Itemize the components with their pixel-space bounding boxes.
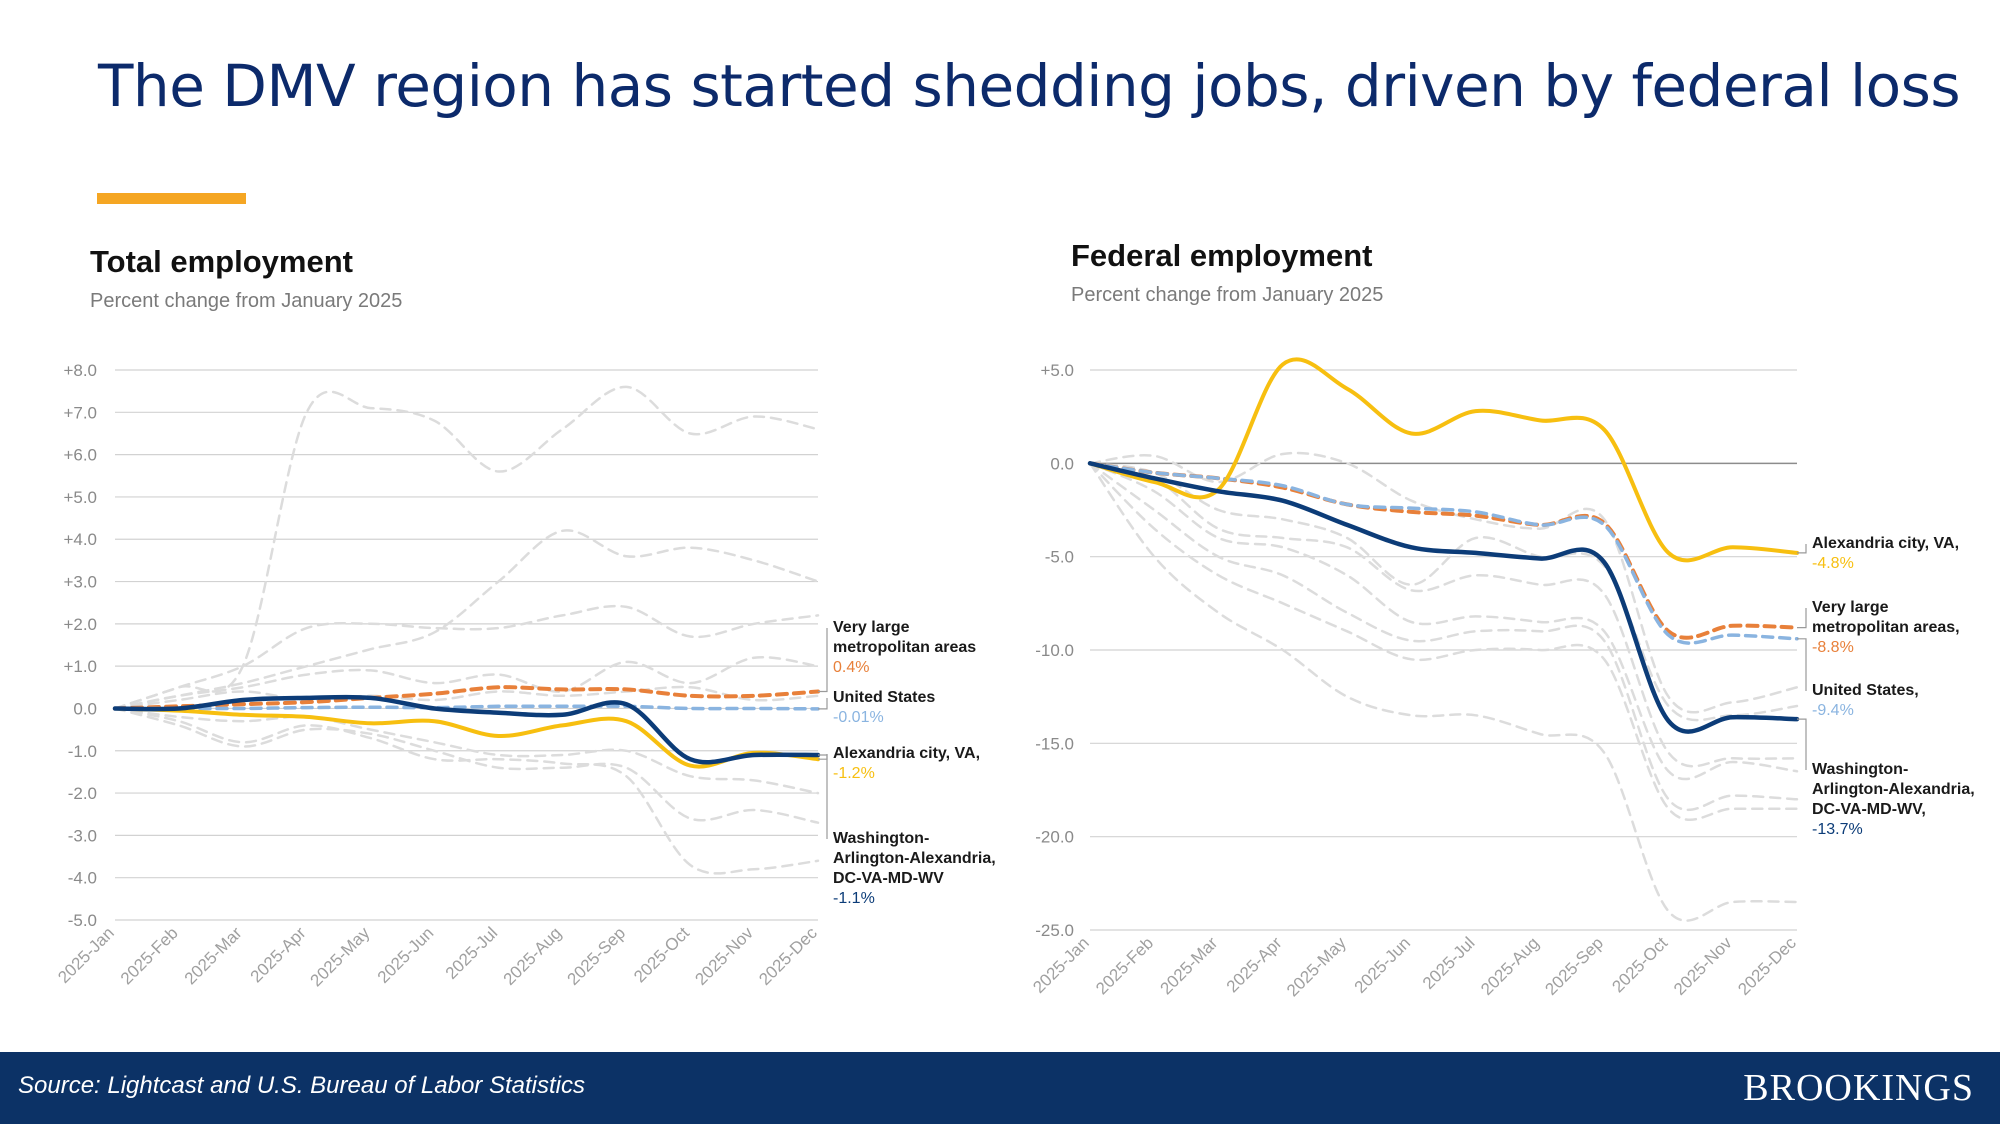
series-line-other-jurisdiction-7 bbox=[1088, 462, 1799, 922]
series-line-washington-arlington-alexandria-dc-va-md-wv bbox=[112, 694, 821, 765]
chart-subtitle-federal: Percent change from January 2025 bbox=[1071, 284, 1384, 306]
y-tick-label: -3.0 bbox=[68, 826, 97, 845]
y-tick-label: -1.0 bbox=[68, 742, 97, 761]
footer-bar: Source: Lightcast and U.S. Bureau of Lab… bbox=[0, 1052, 2000, 1124]
x-tick-label: 2025-Nov bbox=[1670, 933, 1736, 999]
series-line-other-jurisdiction-5 bbox=[113, 685, 820, 710]
x-tick-label: 2025-Oct bbox=[1608, 933, 1671, 996]
annotation-value: 0.4% bbox=[833, 659, 869, 676]
chart-title-total: Total employment bbox=[90, 244, 353, 279]
series-line-very-large-metropolitan-areas bbox=[113, 685, 820, 711]
y-tick-label: -2.0 bbox=[68, 784, 97, 803]
y-tick-label: -15.0 bbox=[1035, 734, 1074, 753]
series-line-united-states bbox=[1088, 461, 1799, 645]
y-tick-label: -20.0 bbox=[1035, 828, 1074, 847]
annotation-label: DC-VA-MD-WV, bbox=[1812, 801, 1926, 818]
y-tick-label: 0.0 bbox=[73, 699, 97, 718]
x-tick-label: 2025-Jul bbox=[1419, 933, 1479, 993]
series-line-other-jurisdiction-2 bbox=[1088, 462, 1799, 722]
y-tick-label: +6.0 bbox=[63, 446, 97, 465]
annotation-leader bbox=[1797, 608, 1807, 629]
y-tick-label: +4.0 bbox=[63, 530, 97, 549]
annotation-leader bbox=[1797, 544, 1807, 554]
annotation-leader bbox=[818, 754, 828, 839]
total-employment-chart: +8.0 +7.0 +6.0 +5.0 +4.0 +3.0 +2.0 +1.0 0.0 -1.0 -… bbox=[54, 361, 996, 990]
y-tick-label: +5.0 bbox=[1040, 361, 1074, 380]
series-line-washington-arlington-alexandria-dc-va-md-wv bbox=[1087, 461, 1800, 734]
x-tick-label: 2025-Sep bbox=[1541, 933, 1607, 999]
x-tick-label: 2025-Mar bbox=[1156, 933, 1221, 998]
series-line-other-jurisdiction-1 bbox=[1088, 451, 1799, 714]
y-tick-label: +2.0 bbox=[63, 615, 97, 634]
series-line-other-jurisdiction-6 bbox=[113, 707, 820, 795]
series-line-other-jurisdiction-7 bbox=[113, 707, 820, 824]
source-note: Source: Lightcast and U.S. Bureau of Lab… bbox=[18, 1072, 585, 1099]
y-tick-label: -5.0 bbox=[68, 911, 97, 930]
series-line-other-jurisdiction-4 bbox=[1088, 462, 1799, 781]
annotation-value: -9.4% bbox=[1812, 702, 1854, 719]
y-tick-label: +7.0 bbox=[63, 403, 97, 422]
x-tick-label: 2025-Jan bbox=[1029, 933, 1093, 997]
y-tick-label: -4.0 bbox=[68, 869, 97, 888]
y-tick-label: +3.0 bbox=[63, 573, 97, 592]
annotation-value: -4.8% bbox=[1812, 555, 1854, 572]
y-tick-label: -5.0 bbox=[1045, 548, 1074, 567]
series-line-alexandria-city-va bbox=[1088, 357, 1799, 563]
annotation-label: metropolitan areas bbox=[833, 639, 976, 656]
annotation-label: Very large bbox=[1812, 599, 1889, 616]
annotation-label: metropolitan areas, bbox=[1812, 619, 1960, 636]
y-tick-label: -10.0 bbox=[1035, 641, 1074, 660]
series-line-other-jurisdiction-1 bbox=[113, 385, 820, 710]
annotation-leader bbox=[1797, 638, 1807, 691]
y-tick-label: -25.0 bbox=[1035, 921, 1074, 940]
annotation-label: Very large bbox=[833, 619, 910, 636]
annotation-label: Alexandria city, VA, bbox=[833, 745, 980, 762]
y-tick-label: +5.0 bbox=[63, 488, 97, 507]
x-tick-label: 2025-May bbox=[1283, 933, 1350, 1000]
annotation-label: Arlington-Alexandria, bbox=[1812, 781, 1975, 798]
x-tick-label: 2025-Aug bbox=[1477, 933, 1543, 999]
annotation-label: Washington- bbox=[833, 830, 929, 847]
annotation-label: DC-VA-MD-WV bbox=[833, 870, 944, 887]
y-tick-label: +1.0 bbox=[63, 657, 97, 676]
annotation-label: United States bbox=[833, 689, 935, 706]
page-title: The DMV region has started shedding jobs… bbox=[98, 52, 1961, 120]
chart-subtitle-total: Percent change from January 2025 bbox=[90, 290, 403, 312]
x-tick-label: 2025-Dec bbox=[1734, 933, 1800, 999]
series-line-alexandria-city-va bbox=[113, 706, 820, 769]
annotation-label: United States, bbox=[1812, 682, 1919, 699]
annotation-value: -1.1% bbox=[833, 890, 875, 907]
series-line-united-states bbox=[113, 704, 820, 711]
y-tick-label: +8.0 bbox=[63, 361, 97, 380]
annotation-value: -13.7% bbox=[1812, 821, 1863, 838]
annotation-label: Alexandria city, VA, bbox=[1812, 535, 1959, 552]
series-line-other-jurisdiction-4 bbox=[113, 655, 820, 710]
annotation-value: -0.01% bbox=[833, 709, 884, 726]
brookings-logo: BROOKINGS bbox=[1743, 1067, 1974, 1109]
annotation-value: -1.2% bbox=[833, 765, 875, 782]
chart-title-federal: Federal employment bbox=[1071, 238, 1373, 273]
series-line-other-jurisdiction-8 bbox=[113, 707, 820, 875]
x-tick-label: 2025-Jun bbox=[1351, 933, 1415, 997]
series-line-other-jurisdiction-5 bbox=[1088, 462, 1799, 812]
series-line-other-jurisdiction-2 bbox=[113, 529, 820, 710]
series-line-other-jurisdiction-3 bbox=[1088, 462, 1799, 768]
y-tick-label: 0.0 bbox=[1050, 454, 1074, 473]
annotation-value: -8.8% bbox=[1812, 639, 1854, 656]
annotation-label: Arlington-Alexandria, bbox=[833, 850, 996, 867]
x-tick-label: 2025-Feb bbox=[1092, 933, 1157, 998]
annotation-leader bbox=[818, 628, 828, 693]
series-line-other-jurisdiction-3 bbox=[113, 604, 820, 710]
series-line-other-jurisdiction-6 bbox=[1088, 462, 1799, 821]
accent-bar bbox=[97, 193, 246, 204]
annotation-leader bbox=[818, 698, 828, 710]
annotation-leader bbox=[1797, 718, 1807, 770]
annotation-label: Washington- bbox=[1812, 761, 1908, 778]
x-tick-label: 2025-Apr bbox=[1223, 933, 1286, 996]
